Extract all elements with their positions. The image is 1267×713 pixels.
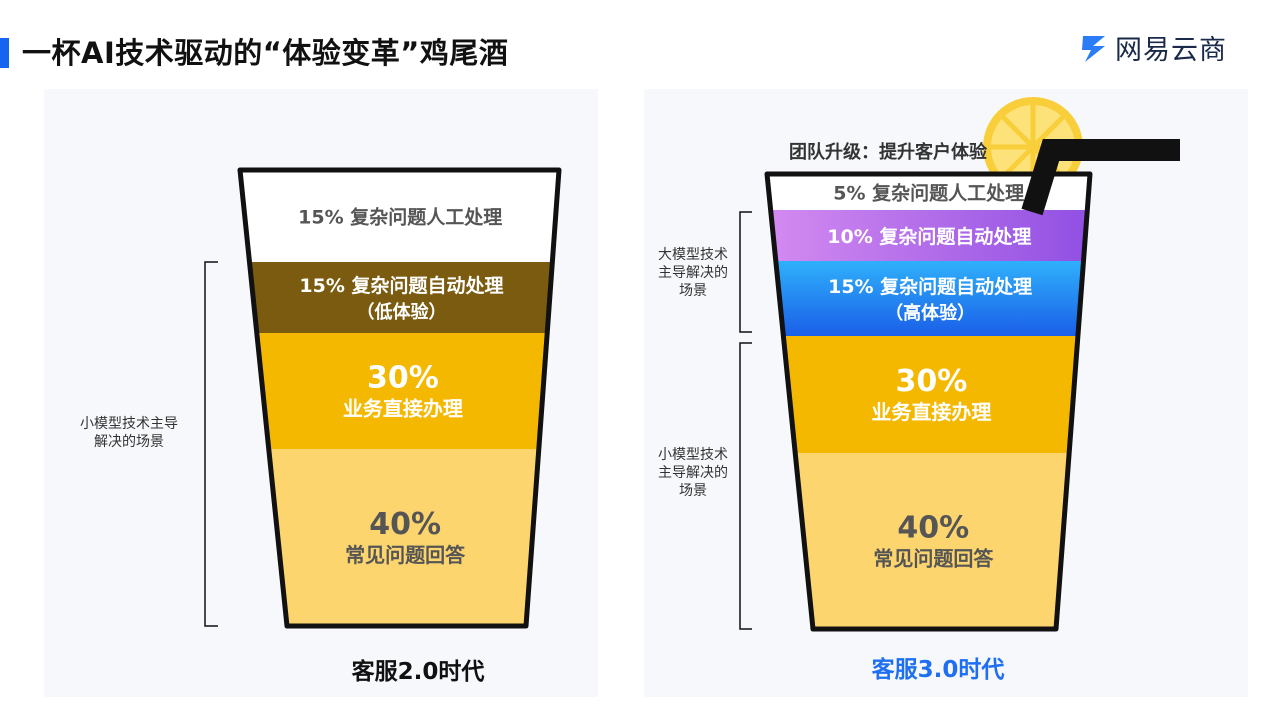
left-bracket-label: 小模型技术主导 解决的场景 [80, 416, 178, 450]
straw-icon [1021, 139, 1180, 216]
title-accent-bar [0, 38, 9, 68]
right-cup-layer-2 [770, 210, 1088, 261]
left-cup-layer-3 [256, 333, 548, 449]
left-cup-layers: 15% 复杂问题人工处理 15% 复杂问题自动处理 （低体验） 30%业务直接办理 40… [240, 170, 559, 626]
left-cup-layer-2-sub: （低体验） [356, 301, 446, 323]
right-cup-layer-3 [775, 261, 1084, 336]
left-cup-layer-1-text: 15% 复杂问题人工处理 [298, 205, 502, 228]
left-bracket [204, 261, 218, 627]
left-cup-layer-1 [240, 170, 559, 262]
right-cup-layer-1 [767, 174, 1090, 210]
left-cup-outline [237, 167, 562, 629]
right-cup-layer-4 [783, 336, 1078, 453]
right-upper-bracket-label: 大模型技术 主导解决的 场景 [658, 247, 728, 299]
right-cup-layer-5-text: 常见问题回答 [873, 546, 994, 570]
right-cup-layer-5 [795, 453, 1070, 629]
left-cup-layer-4-text: 常见问题回答 [345, 543, 466, 567]
right-cup-outline [764, 171, 1093, 632]
left-cup-layer-4-percent: 40% [369, 507, 441, 542]
left-cup-layer-2-text: 15% 复杂问题自动处理 [299, 274, 503, 297]
brand-name: 网易云商 [1115, 35, 1227, 66]
right-cup-layer-4-percent: 30% [896, 364, 968, 399]
left-era-label: 客服2.0时代 [351, 659, 485, 685]
upgrade-label: 团队升级：提升客户体验 [789, 142, 987, 163]
right-cup-layer-5-percent: 40% [897, 511, 969, 546]
right-upper-bracket [739, 211, 752, 333]
right-lower-bracket-label: 小模型技术 主导解决的 场景 [658, 447, 728, 499]
page-title: 一杯AI技术驱动的“体验变革”鸡尾酒 [22, 36, 509, 70]
left-cup-layer-3-text: 业务直接办理 [343, 396, 463, 420]
brand: 网易云商 [1079, 28, 1227, 67]
left-cup-layer-3-percent: 30% [367, 361, 439, 396]
right-cup-layer-3-text: 15% 复杂问题自动处理 [828, 275, 1032, 298]
right-cup-layer-2-text: 10% 复杂问题自动处理 [827, 225, 1031, 248]
left-cup-layer-2 [249, 262, 553, 333]
right-cup-layers: 5% 复杂问题人工处理 10% 复杂问题自动处理 15% 复杂问题自动处理 （高体验）… [767, 174, 1090, 629]
right-era-label: 客服3.0时代 [871, 657, 1005, 683]
right-lower-bracket [739, 342, 752, 630]
brand-logo-icon [1082, 35, 1105, 62]
left-cup-layer-4 [268, 449, 539, 626]
right-cup-layer-3-sub: （高体验） [885, 302, 975, 324]
right-cup-layer-4-text: 业务直接办理 [871, 400, 991, 424]
right-cup-layer-1-text: 5% 复杂问题人工处理 [833, 181, 1024, 204]
